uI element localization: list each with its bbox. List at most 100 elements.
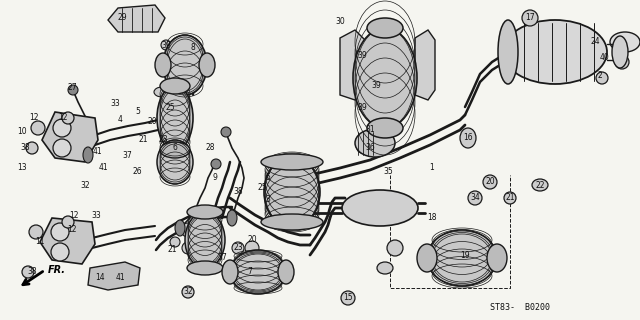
Text: 39: 39 <box>161 41 171 50</box>
Ellipse shape <box>357 143 367 153</box>
Ellipse shape <box>483 175 497 189</box>
Text: 16: 16 <box>463 133 473 142</box>
Ellipse shape <box>181 223 195 237</box>
Polygon shape <box>415 30 435 100</box>
Text: 1: 1 <box>429 164 435 172</box>
Text: 17: 17 <box>525 13 535 22</box>
Text: 12: 12 <box>67 226 77 235</box>
Text: 39: 39 <box>357 51 367 60</box>
Ellipse shape <box>355 129 395 157</box>
Ellipse shape <box>227 210 237 226</box>
Text: 21: 21 <box>505 194 515 203</box>
Ellipse shape <box>468 191 482 205</box>
Ellipse shape <box>612 36 628 68</box>
Ellipse shape <box>261 154 323 170</box>
Ellipse shape <box>356 49 368 61</box>
Polygon shape <box>42 112 98 162</box>
Polygon shape <box>108 5 165 32</box>
Text: 8: 8 <box>191 43 195 52</box>
Ellipse shape <box>532 179 548 191</box>
Text: 11: 11 <box>35 237 45 246</box>
Ellipse shape <box>221 127 231 137</box>
Ellipse shape <box>157 140 193 184</box>
Text: 38: 38 <box>20 143 30 153</box>
Text: 33: 33 <box>110 99 120 108</box>
Text: 25: 25 <box>165 103 175 113</box>
Ellipse shape <box>53 119 71 137</box>
Text: 23: 23 <box>233 244 243 252</box>
Text: 32: 32 <box>183 287 193 297</box>
Text: 6: 6 <box>173 143 177 153</box>
Ellipse shape <box>261 214 323 230</box>
Ellipse shape <box>83 147 93 163</box>
Ellipse shape <box>341 291 355 305</box>
Text: 20: 20 <box>247 236 257 244</box>
Text: 19: 19 <box>460 251 470 260</box>
Ellipse shape <box>367 118 403 138</box>
Ellipse shape <box>199 53 215 77</box>
Polygon shape <box>40 218 95 264</box>
Text: 41: 41 <box>92 148 102 156</box>
Ellipse shape <box>175 220 185 236</box>
Text: 14: 14 <box>95 274 105 283</box>
Text: 36: 36 <box>365 143 375 153</box>
Ellipse shape <box>26 142 38 154</box>
Text: 22: 22 <box>535 180 545 189</box>
Ellipse shape <box>29 225 43 239</box>
Text: 32: 32 <box>80 180 90 189</box>
Text: FR.: FR. <box>48 265 66 275</box>
Text: 21: 21 <box>167 245 177 254</box>
Ellipse shape <box>387 240 403 256</box>
Ellipse shape <box>487 244 507 272</box>
Text: 41: 41 <box>98 163 108 172</box>
Ellipse shape <box>417 244 437 272</box>
Ellipse shape <box>615 55 629 69</box>
Ellipse shape <box>163 35 207 95</box>
Text: 39: 39 <box>357 103 367 113</box>
Text: 35: 35 <box>383 167 393 177</box>
Ellipse shape <box>68 85 78 95</box>
Ellipse shape <box>62 216 74 228</box>
Text: 21: 21 <box>138 135 148 145</box>
Polygon shape <box>88 262 140 290</box>
Text: 5: 5 <box>136 108 140 116</box>
Ellipse shape <box>161 40 171 50</box>
Text: 38: 38 <box>233 188 243 196</box>
Text: 24: 24 <box>590 37 600 46</box>
Text: 12: 12 <box>69 211 79 220</box>
Text: 30: 30 <box>335 18 345 27</box>
Ellipse shape <box>353 28 417 128</box>
Text: 3: 3 <box>266 196 271 204</box>
Ellipse shape <box>370 82 382 94</box>
Ellipse shape <box>187 261 223 275</box>
Ellipse shape <box>245 241 259 255</box>
Text: 29: 29 <box>117 13 127 22</box>
Text: 18: 18 <box>428 213 436 222</box>
Ellipse shape <box>504 192 516 204</box>
Polygon shape <box>340 30 365 100</box>
Text: 20: 20 <box>485 178 495 187</box>
Text: ST83-  B0200: ST83- B0200 <box>490 303 550 313</box>
Text: 2: 2 <box>598 70 602 79</box>
Ellipse shape <box>427 230 497 286</box>
Ellipse shape <box>367 18 403 38</box>
Ellipse shape <box>377 262 393 274</box>
Ellipse shape <box>278 260 294 284</box>
Ellipse shape <box>187 205 223 219</box>
Text: 9: 9 <box>212 173 218 182</box>
Text: 37: 37 <box>122 150 132 159</box>
Ellipse shape <box>264 157 320 227</box>
Text: 28: 28 <box>205 143 215 153</box>
Ellipse shape <box>182 286 194 298</box>
Ellipse shape <box>53 139 71 157</box>
Text: 41: 41 <box>115 274 125 283</box>
Ellipse shape <box>51 223 69 241</box>
Text: 38: 38 <box>27 268 37 276</box>
Ellipse shape <box>155 53 171 77</box>
Ellipse shape <box>503 20 607 84</box>
Text: 27: 27 <box>67 84 77 92</box>
Ellipse shape <box>498 20 518 84</box>
Text: 12: 12 <box>29 113 39 122</box>
Ellipse shape <box>157 86 193 150</box>
Ellipse shape <box>610 32 640 52</box>
